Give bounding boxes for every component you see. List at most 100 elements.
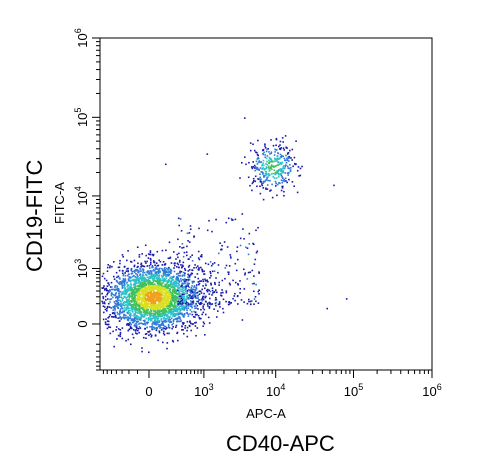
event-dot	[142, 308, 144, 311]
event-dot	[221, 279, 224, 282]
event-dot	[215, 301, 217, 304]
event-dot	[209, 303, 212, 306]
event-dot	[123, 266, 126, 268]
event-dot	[196, 313, 198, 316]
event-dot	[193, 236, 195, 238]
event-dot	[170, 292, 172, 294]
event-dot	[268, 159, 270, 162]
event-dot	[276, 158, 278, 161]
event-dot	[125, 270, 128, 272]
event-dot	[135, 281, 137, 284]
event-dot	[160, 318, 163, 320]
event-dot	[258, 168, 260, 171]
event-dot	[239, 177, 241, 179]
event-dot	[172, 295, 174, 297]
event-dot	[155, 329, 158, 332]
event-dot	[149, 273, 151, 275]
event-dot	[130, 304, 132, 306]
event-dot	[216, 291, 218, 294]
event-dot	[140, 304, 142, 307]
event-dot	[120, 283, 123, 286]
event-dot	[162, 305, 164, 307]
event-dot	[153, 286, 156, 289]
event-dot	[143, 281, 146, 284]
event-dot	[140, 293, 143, 296]
event-dot	[151, 266, 153, 269]
event-dot	[137, 285, 140, 288]
event-dot	[148, 265, 151, 267]
event-dot	[283, 178, 286, 181]
event-dot	[126, 302, 129, 304]
event-dot	[174, 285, 177, 288]
event-dot	[163, 317, 166, 319]
event-dot	[126, 324, 128, 326]
event-dot	[268, 151, 270, 153]
event-dot	[163, 292, 166, 294]
event-dot	[166, 342, 169, 344]
event-dot	[261, 149, 264, 152]
event-dot	[268, 165, 270, 168]
event-dot	[128, 273, 130, 276]
event-dot	[267, 148, 269, 150]
event-dot	[187, 305, 190, 307]
event-dot	[175, 307, 178, 309]
event-dot	[103, 311, 105, 314]
event-dot	[181, 296, 183, 298]
event-dot	[176, 317, 179, 319]
event-dot	[145, 292, 148, 295]
event-dot	[177, 256, 179, 259]
event-dot	[200, 280, 203, 282]
event-dot	[121, 327, 124, 329]
event-dot	[182, 329, 184, 331]
event-dot	[148, 312, 151, 315]
event-dot	[270, 167, 272, 170]
event-dot	[159, 279, 161, 281]
event-dot	[187, 302, 189, 304]
event-dot	[224, 267, 227, 269]
event-dot	[259, 176, 261, 179]
event-dot	[173, 296, 176, 298]
event-dot	[268, 174, 271, 177]
event-dot	[215, 297, 217, 299]
event-dot	[161, 296, 163, 299]
event-dot	[118, 320, 121, 322]
event-dot	[130, 287, 132, 289]
event-dot	[144, 260, 146, 263]
event-dot	[172, 282, 175, 284]
event-dot	[193, 310, 195, 313]
event-dot	[141, 302, 143, 304]
event-dot	[262, 181, 265, 184]
event-dot	[147, 286, 150, 289]
event-dot	[275, 137, 278, 140]
event-dot	[180, 230, 183, 232]
event-dot	[153, 277, 156, 279]
event-dot	[135, 309, 137, 312]
event-dot	[271, 160, 273, 163]
event-dot	[131, 279, 133, 282]
event-dot	[177, 287, 179, 289]
event-dot	[183, 296, 186, 298]
event-dot	[142, 303, 144, 306]
event-dot	[166, 300, 168, 303]
event-dot	[175, 284, 178, 286]
event-dot	[149, 253, 151, 256]
event-dot	[227, 303, 230, 306]
event-dot	[254, 258, 257, 261]
event-dot	[104, 302, 106, 305]
event-dot	[191, 295, 193, 298]
event-dot	[106, 266, 109, 269]
event-dot	[133, 318, 136, 320]
event-dot	[131, 275, 134, 278]
event-dot	[118, 313, 121, 316]
event-dot	[137, 317, 139, 319]
event-dot	[153, 261, 156, 264]
event-dot	[167, 293, 170, 296]
event-dot	[150, 314, 153, 316]
event-dot	[165, 288, 167, 291]
event-dot	[262, 173, 264, 175]
event-dot	[181, 275, 183, 277]
event-dot	[264, 168, 266, 170]
event-dot	[169, 281, 172, 284]
event-dot	[195, 303, 197, 305]
event-dot	[191, 254, 193, 256]
